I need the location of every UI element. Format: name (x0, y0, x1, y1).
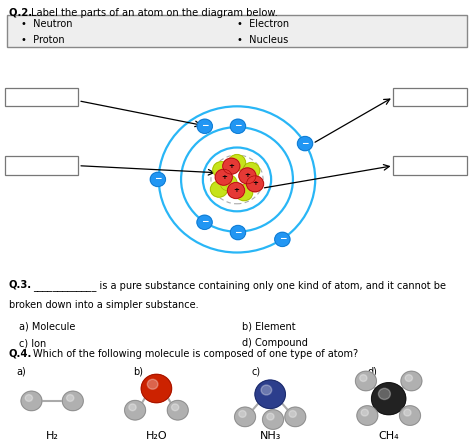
Text: +: + (233, 187, 239, 193)
Circle shape (235, 407, 255, 427)
Text: −: − (301, 139, 309, 148)
Text: +: + (221, 174, 227, 180)
Circle shape (220, 175, 237, 191)
Circle shape (210, 181, 228, 197)
Circle shape (372, 383, 406, 415)
Circle shape (263, 410, 283, 429)
Circle shape (255, 380, 285, 408)
Circle shape (401, 371, 422, 391)
FancyBboxPatch shape (393, 156, 467, 175)
Circle shape (230, 225, 246, 240)
Circle shape (197, 215, 212, 229)
Text: b): b) (133, 366, 143, 377)
Circle shape (246, 176, 264, 192)
Text: broken down into a simpler substance.: broken down into a simpler substance. (9, 300, 198, 311)
Circle shape (289, 411, 296, 417)
Circle shape (25, 395, 33, 401)
Circle shape (275, 232, 290, 246)
Text: a): a) (17, 366, 27, 377)
Text: d): d) (367, 366, 377, 377)
Circle shape (261, 385, 272, 395)
Text: Which of the following molecule is composed of one type of atom?: Which of the following molecule is compo… (33, 349, 358, 359)
Circle shape (405, 375, 412, 381)
Circle shape (150, 172, 165, 187)
Text: −: − (234, 228, 242, 237)
Text: H₂O: H₂O (146, 431, 167, 441)
Text: Q.2.: Q.2. (9, 8, 35, 18)
Circle shape (228, 155, 246, 171)
Circle shape (404, 409, 411, 416)
Circle shape (213, 162, 230, 178)
Circle shape (360, 375, 367, 381)
Circle shape (125, 400, 146, 420)
FancyBboxPatch shape (393, 88, 467, 106)
Text: Q.3.: Q.3. (9, 280, 32, 290)
FancyBboxPatch shape (5, 156, 78, 175)
Circle shape (285, 407, 306, 427)
Circle shape (361, 409, 368, 416)
Text: •  Proton: • Proton (21, 35, 65, 45)
Text: Label the parts of an atom on the diagram below.: Label the parts of an atom on the diagra… (31, 8, 278, 18)
Circle shape (63, 391, 83, 411)
Circle shape (147, 379, 158, 389)
Text: +: + (252, 180, 258, 187)
Text: a) Molecule: a) Molecule (19, 322, 75, 332)
Circle shape (215, 169, 232, 185)
Text: d) Compound: d) Compound (242, 338, 308, 349)
Text: −: − (279, 234, 286, 243)
Circle shape (239, 168, 256, 184)
Text: c): c) (251, 366, 260, 377)
Circle shape (129, 404, 136, 411)
Circle shape (21, 391, 42, 411)
Text: −: − (154, 175, 162, 183)
Circle shape (357, 406, 378, 425)
Circle shape (172, 404, 179, 411)
Circle shape (167, 400, 188, 420)
Circle shape (267, 413, 274, 420)
Text: Q.4.: Q.4. (9, 349, 32, 359)
Circle shape (228, 183, 245, 198)
Text: •  Electron: • Electron (237, 19, 289, 30)
Text: NH₃: NH₃ (259, 431, 281, 441)
Text: b) Element: b) Element (242, 322, 295, 332)
Circle shape (223, 158, 240, 174)
Circle shape (298, 136, 313, 151)
Circle shape (243, 163, 260, 179)
Circle shape (141, 374, 172, 403)
Text: CH₄: CH₄ (378, 431, 399, 441)
Circle shape (66, 395, 74, 401)
Text: •  Nucleus: • Nucleus (237, 35, 288, 45)
Circle shape (239, 411, 246, 417)
Circle shape (230, 119, 246, 133)
Text: −: − (201, 121, 209, 130)
Circle shape (236, 185, 253, 201)
Text: c) Ion: c) Ion (19, 338, 46, 349)
Circle shape (356, 371, 376, 391)
Text: _____________ is a pure substance containing only one kind of atom, and it canno: _____________ is a pure substance contai… (33, 280, 446, 291)
Text: +: + (228, 163, 234, 169)
Text: −: − (234, 121, 242, 130)
FancyBboxPatch shape (5, 88, 78, 106)
Text: H₂: H₂ (46, 431, 59, 441)
Text: −: − (201, 218, 208, 226)
FancyBboxPatch shape (7, 15, 467, 47)
Circle shape (378, 389, 391, 400)
Circle shape (197, 119, 212, 133)
Text: •  Neutron: • Neutron (21, 19, 73, 30)
Circle shape (400, 406, 420, 425)
Text: +: + (245, 172, 250, 179)
